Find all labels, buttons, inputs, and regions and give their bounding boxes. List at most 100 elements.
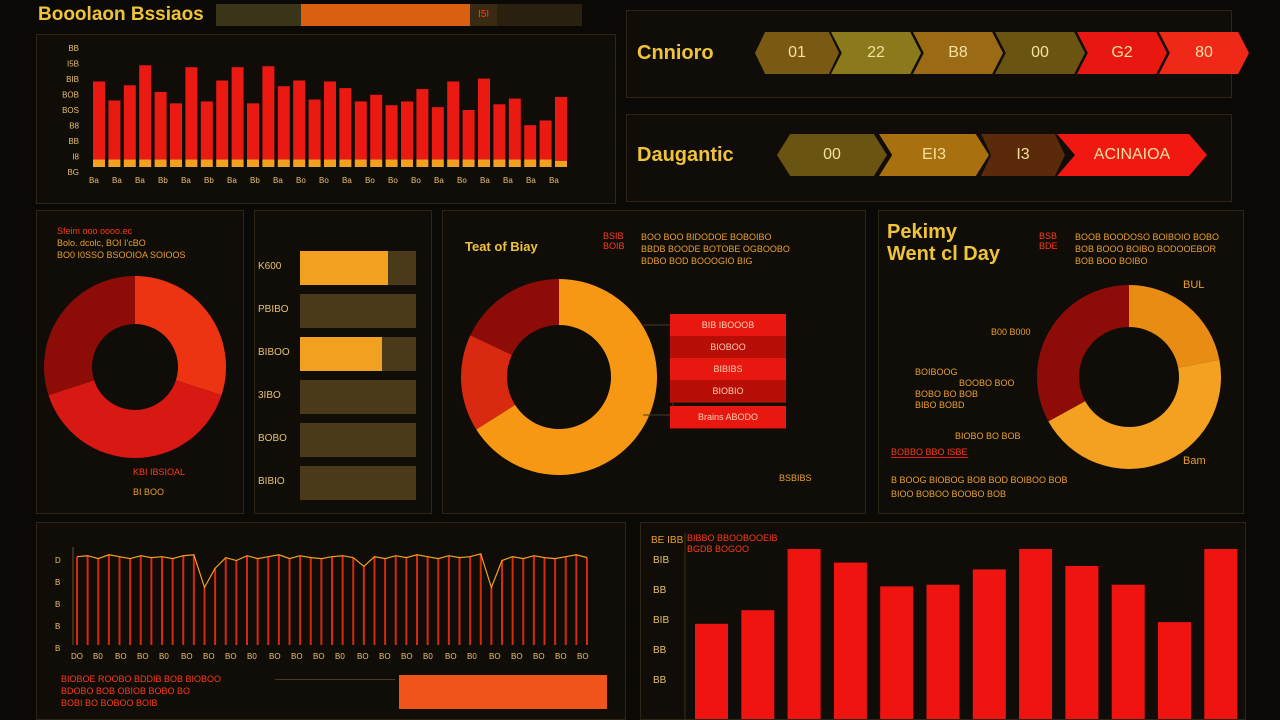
donut-slice: [135, 276, 226, 396]
kpi-chip: 22: [831, 32, 921, 74]
center-line: BDBO BOD BOOOGIO BIG: [641, 256, 753, 266]
bar: [695, 623, 728, 719]
right-tag: BSB BDE: [1039, 231, 1058, 251]
bar-base: [247, 159, 259, 167]
kpi-chip: 00: [995, 32, 1085, 74]
header-code: I5I: [470, 4, 498, 26]
center-lines: BOO BOO BIDODOE BOBOIBO BBDB BOODE BOTOB…: [641, 231, 790, 267]
bar: [231, 67, 244, 160]
hbar-row: BIBIO: [258, 466, 418, 500]
x-tick-label: DO: [71, 652, 83, 661]
kpi-chip: 01: [755, 32, 839, 74]
x-tick-label: Ba: [526, 176, 536, 185]
hbar-track: [300, 380, 416, 414]
right-note: BIOO BOBOO BOOBO BOB: [891, 489, 1007, 499]
bar: [416, 89, 429, 160]
bar: [247, 103, 259, 160]
header-segment: [300, 4, 471, 26]
hbar-track: [300, 423, 416, 457]
donut-slice: [461, 335, 516, 430]
bar: [370, 94, 383, 160]
y-tick-label: BB: [653, 585, 667, 596]
bar: [524, 125, 537, 160]
bottom-note: BDOBO BOB OBIOB BOBO BO: [61, 686, 191, 696]
bar: [139, 65, 152, 160]
x-tick-label: Bb: [158, 176, 168, 185]
y-tick-label: BOS: [62, 106, 79, 115]
bar: [200, 101, 213, 160]
bar: [1065, 566, 1099, 719]
bar-base: [231, 159, 244, 167]
kpi-chip: 80: [1159, 32, 1249, 74]
bar-base: [555, 160, 567, 167]
header-segment: [215, 4, 301, 26]
bar: [108, 100, 121, 160]
x-tick-label: BO: [291, 652, 303, 661]
x-tick-label: Ba: [181, 176, 191, 185]
x-tick-label: BO: [489, 652, 501, 661]
y-tick-label: B: [55, 644, 60, 653]
kpi-row-1: Cnnioro 01 22 B8 00 G2 80: [637, 32, 1249, 74]
caption-line: BO0 I0SSO BSOOIOA SOIOOS: [57, 250, 186, 260]
bar: [1019, 549, 1053, 719]
right-note: BOIBOOG: [915, 367, 958, 377]
hbar-row: K600: [258, 251, 418, 285]
bar: [447, 81, 460, 160]
x-tick-label: BO: [379, 652, 391, 661]
top-bar-chart-panel: BB I5B BIB BOB BOS B8 BB I8 BG Ba Ba Ba Bb Ba Bb Ba Bb Ba…: [36, 34, 616, 204]
kpi-row-2: Daugantic 00 EI3 I3 ACINAIOA: [637, 134, 1207, 176]
bar: [508, 98, 521, 160]
y-tick-label: BB: [653, 675, 667, 686]
bar: [324, 81, 336, 160]
bottom-bar-chart: BIB BB BIB BB BB: [653, 533, 1238, 719]
y-tick-label: I8: [72, 153, 79, 162]
y-tick-label: D: [55, 556, 61, 565]
bar-base: [431, 159, 444, 167]
donut-slice: [476, 279, 657, 475]
x-tick-label: BO: [203, 652, 215, 661]
bar: [385, 105, 398, 160]
top-bar-chart: BB I5B BIB BOB BOS B8 BB I8 BG Ba Ba Ba Bb Ba Bb Ba Bb Ba…: [62, 44, 567, 185]
bar: [1204, 549, 1238, 719]
center-legend-item: BIBIBS: [670, 358, 786, 381]
y-tick-label: BIB: [66, 75, 79, 84]
hbar-row: BIBOO: [258, 337, 418, 371]
x-tick-label: BO: [181, 652, 193, 661]
right-note: B BOOG BIOBOG BOB BOD BOIBOO BOB: [891, 475, 1068, 485]
bottom-notes: BIOBOE ROOBO BDDIB BOB BIOBOO BDOBO BOB …: [61, 673, 221, 709]
bar: [1158, 622, 1191, 719]
bar: [123, 85, 136, 160]
right-callout: Bam: [1183, 455, 1206, 467]
kpi-chip: ACINAIOA: [1057, 134, 1207, 176]
center-legend-item: Brains ABODO: [670, 406, 786, 429]
hbar-label: BOBO: [258, 433, 287, 444]
donut-slice: [470, 279, 559, 355]
center-tag: BSIB BOIB: [603, 231, 625, 251]
hbar-row: PBIBO: [258, 294, 418, 328]
x-tick-label: BO: [269, 652, 281, 661]
center-footer: BSBIBS: [779, 473, 812, 483]
right-notes-a: BOIBOOG BOOBO BOO BOBO BO BOB BIBO BOBD: [915, 367, 1015, 411]
x-tick-label: B0: [335, 652, 345, 661]
donut-slice: [1048, 359, 1221, 469]
donut-slice: [48, 380, 222, 458]
donut-slice: [43, 276, 135, 396]
kpi-chip: I3: [981, 134, 1065, 176]
y-tick-label: BOB: [62, 91, 79, 100]
hbar-row: 3IBO: [258, 380, 418, 414]
bar-base: [139, 159, 152, 167]
kpi-chip: 00: [777, 134, 887, 176]
y-tick-label: BB: [653, 645, 667, 656]
bar-base: [200, 159, 213, 167]
bar: [462, 109, 475, 160]
bar-base: [354, 159, 367, 167]
bar: [787, 549, 821, 719]
x-tick-label: B0: [247, 652, 257, 661]
y-tick-label: B8: [69, 122, 79, 131]
right-note: BOBBO BBO ISBE: [891, 447, 968, 458]
bar-base: [262, 159, 275, 167]
bar-base: [277, 159, 290, 167]
bar: [185, 67, 198, 160]
y-tick-label: B: [55, 578, 60, 587]
x-tick-label: Ba: [227, 176, 237, 185]
